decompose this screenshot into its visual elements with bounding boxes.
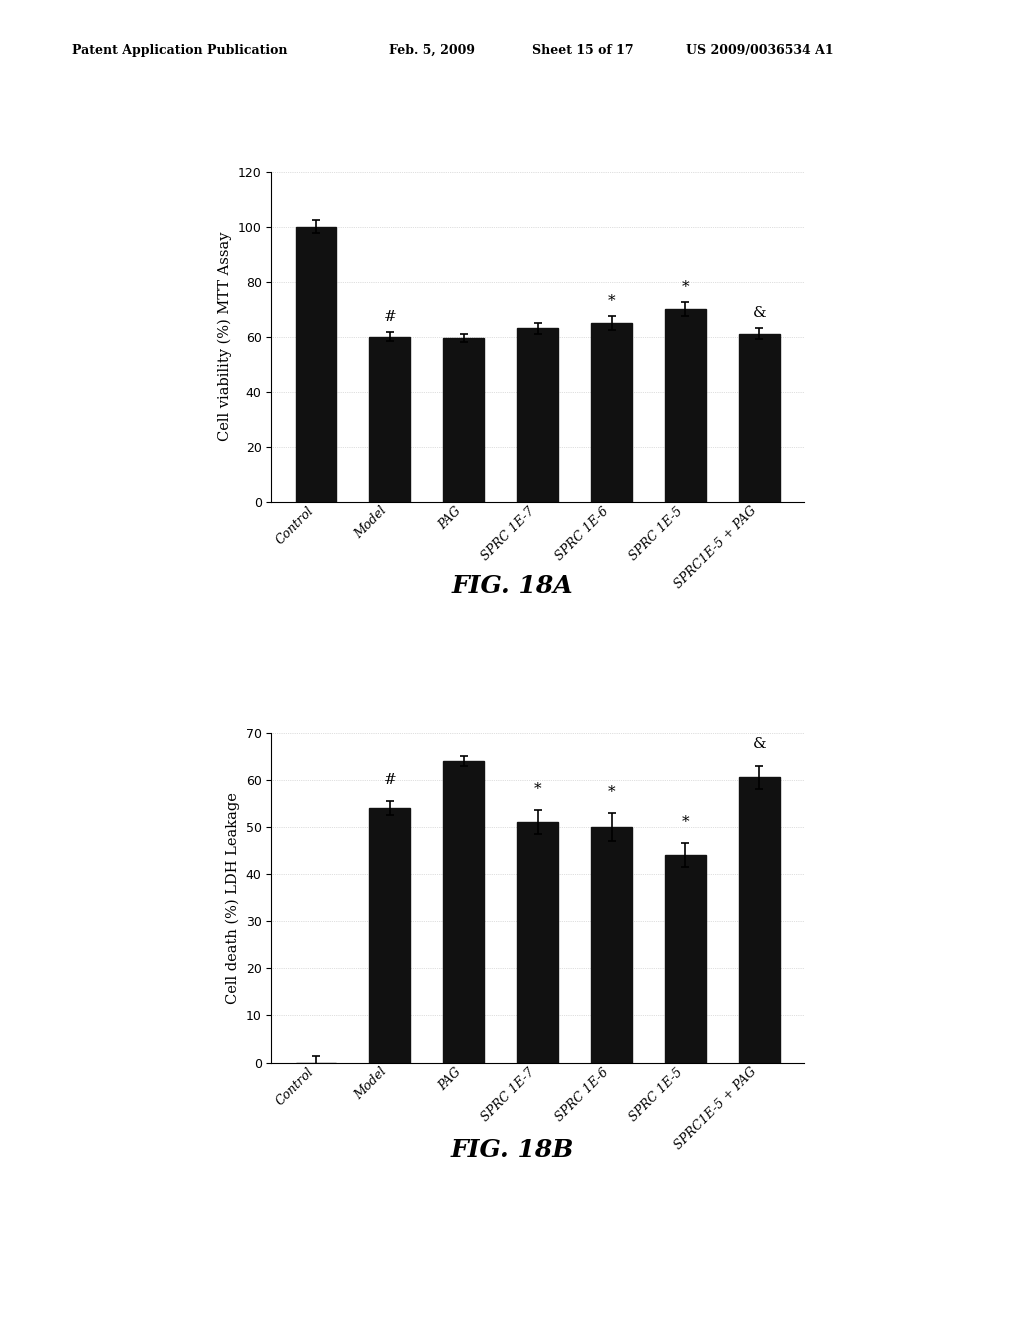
Text: Feb. 5, 2009: Feb. 5, 2009: [389, 44, 475, 57]
Text: *: *: [682, 280, 689, 294]
Bar: [296, 227, 336, 502]
Text: Sheet 15 of 17: Sheet 15 of 17: [532, 44, 634, 57]
Bar: [665, 855, 706, 1063]
Text: &: &: [753, 306, 766, 319]
Text: FIG. 18B: FIG. 18B: [451, 1138, 573, 1162]
Bar: [665, 309, 706, 502]
Text: Patent Application Publication: Patent Application Publication: [72, 44, 287, 57]
Y-axis label: Cell death (%) LDH Leakage: Cell death (%) LDH Leakage: [225, 792, 240, 1003]
Bar: [517, 822, 558, 1063]
Text: #: #: [383, 772, 396, 787]
Text: *: *: [607, 294, 615, 308]
Text: FIG. 18A: FIG. 18A: [452, 574, 572, 598]
Bar: [443, 338, 484, 502]
Text: *: *: [682, 816, 689, 829]
Bar: [443, 760, 484, 1063]
Bar: [591, 826, 632, 1063]
Bar: [739, 334, 779, 502]
Text: &: &: [753, 738, 766, 751]
Bar: [370, 808, 411, 1063]
Text: US 2009/0036534 A1: US 2009/0036534 A1: [686, 44, 834, 57]
Y-axis label: Cell viability (%) MTT Assay: Cell viability (%) MTT Assay: [218, 232, 232, 441]
Bar: [591, 323, 632, 502]
Text: *: *: [607, 784, 615, 799]
Bar: [370, 337, 411, 502]
Bar: [517, 329, 558, 502]
Text: #: #: [383, 310, 396, 325]
Bar: [739, 777, 779, 1063]
Text: *: *: [534, 783, 542, 796]
